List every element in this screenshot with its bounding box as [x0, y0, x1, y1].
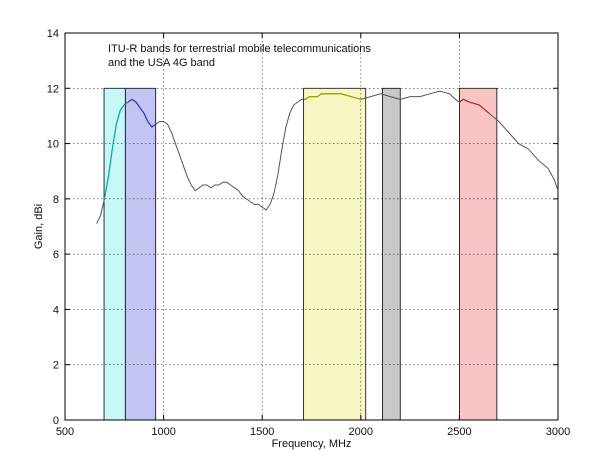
y-tick-label-3: 6: [53, 249, 59, 261]
tick-layer: 500 1000 1500 2000 2500 3000 0 2 4 6 8 10 12 14: [47, 28, 570, 438]
x-tick-label-3: 2000: [349, 426, 373, 438]
y-tick-label-0: 0: [53, 415, 59, 427]
band-rect-2: [303, 87, 367, 421]
x-tick-label-5: 3000: [546, 426, 570, 438]
annotation-line-1: ITU-R bands for terrestrial mobile telec…: [108, 43, 371, 55]
x-axis-label: Frequency, MHz: [272, 438, 352, 450]
x-tick-label-0: 500: [56, 426, 74, 438]
y-tick-label-2: 4: [53, 304, 59, 316]
y-tick-label-6: 12: [47, 83, 59, 95]
series-band-segment-3: [390, 96, 401, 100]
annotation-line-2: and the USA 4G band: [108, 57, 215, 69]
series-band-segment-1: [127, 98, 157, 128]
series-band-segment-2: [305, 93, 361, 100]
grid-layer: [65, 33, 558, 420]
series-layer: [96, 90, 559, 224]
x-tick-label-4: 2500: [447, 426, 471, 438]
y-tick-label-4: 8: [53, 194, 59, 206]
series-band-segment-4: [459, 98, 490, 114]
x-tick-label-1: 1000: [151, 426, 175, 438]
y-tick-label-5: 10: [47, 139, 59, 151]
y-tick-label-7: 14: [47, 28, 59, 40]
x-tick-label-2: 1500: [250, 426, 274, 438]
y-axis-label: Gain, dBi: [33, 204, 45, 249]
series-band-segment-0: [103, 104, 125, 200]
plot-frame: [64, 32, 559, 421]
y-tick-label-1: 2: [53, 360, 59, 372]
